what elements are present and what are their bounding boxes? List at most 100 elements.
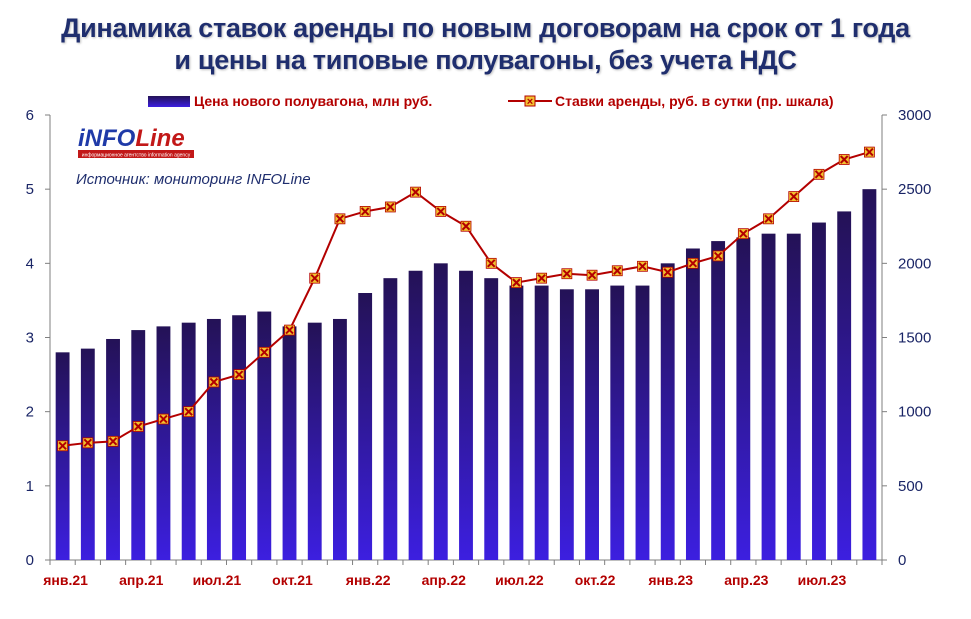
rent-rate-marker — [233, 369, 245, 380]
marker-cross — [764, 214, 773, 224]
marker-cross — [310, 273, 319, 283]
bar — [257, 311, 272, 560]
bar — [610, 285, 625, 560]
bar — [660, 263, 675, 560]
marker-cross — [209, 377, 219, 387]
rent-rate-marker — [359, 206, 371, 217]
logo-text: iNFOLine — [78, 125, 185, 152]
rent-rate-marker — [435, 206, 447, 217]
marker-cross — [285, 325, 294, 335]
bar — [206, 318, 221, 560]
rent-rate-marker — [107, 435, 119, 447]
logo-tagline-bar — [78, 150, 194, 158]
bar — [282, 326, 297, 560]
marker-cross — [411, 187, 420, 197]
rent-rate-marker — [536, 272, 548, 284]
marker-cross — [663, 268, 672, 277]
y-left-tick-label: 5 — [26, 181, 34, 198]
x-tick-label: апр.22 — [422, 572, 466, 588]
marker-cross — [865, 147, 874, 157]
x-tick-label: янв.22 — [346, 572, 391, 588]
legend-line-marker-x: × — [527, 96, 533, 108]
rent-rate-marker — [863, 146, 875, 158]
rent-rate-marker — [284, 324, 295, 336]
marker-cross — [537, 273, 546, 283]
y-right-tick-label: 1500 — [898, 330, 931, 347]
y-left-tick-label: 2 — [26, 404, 34, 421]
marker-cross — [360, 207, 370, 216]
marker-cross — [234, 370, 244, 379]
marker-cross — [587, 270, 597, 280]
x-tick-label: апр.21 — [119, 572, 163, 588]
bar — [333, 318, 347, 560]
bar — [232, 315, 247, 560]
rent-rate-marker — [460, 220, 472, 232]
marker-cross — [260, 348, 269, 357]
marker-cross — [638, 262, 647, 271]
bar — [408, 270, 423, 560]
bar-series — [55, 189, 877, 561]
rent-rate-marker — [208, 376, 220, 388]
legend-bar-label: Цена нового полувагона, млн руб. — [194, 93, 432, 109]
rent-rate-marker — [511, 277, 522, 289]
y-right-tick-label: 2500 — [898, 181, 931, 198]
rent-rate-marker — [384, 201, 396, 213]
bar — [156, 326, 171, 560]
rent-rate-marker — [309, 272, 321, 284]
y-left-tick-label: 3 — [26, 330, 34, 347]
rent-rate-marker — [788, 191, 800, 202]
bar — [459, 270, 473, 560]
marker-cross — [436, 207, 445, 216]
marker-cross — [814, 170, 824, 179]
legend-line-marker — [524, 95, 536, 107]
marker-cross — [134, 422, 143, 431]
rent-rate-marker — [258, 346, 270, 358]
rent-rate-marker — [561, 268, 573, 280]
bar — [484, 278, 499, 560]
x-tick-label: янв.21 — [43, 572, 88, 588]
rent-rate-marker — [485, 257, 497, 269]
marker-cross — [487, 259, 496, 268]
x-tick-label: окт.22 — [575, 572, 616, 588]
rent-rate-marker — [813, 168, 825, 180]
bar — [131, 330, 146, 560]
bar — [711, 241, 726, 561]
x-tick-label: июл.23 — [798, 572, 847, 588]
marker-cross — [83, 438, 93, 448]
marker-cross — [839, 155, 849, 164]
rent-rate-marker — [132, 421, 144, 432]
logo-tagline: информационное агентство information age… — [82, 153, 191, 159]
marker-cross — [739, 229, 748, 238]
marker-cross — [789, 192, 798, 201]
bar — [80, 348, 95, 560]
marker-cross — [108, 437, 118, 446]
bar — [585, 289, 599, 560]
y-right-tick-label: 1000 — [898, 404, 931, 421]
y-left-tick-label: 1 — [26, 478, 34, 495]
chart-title-line2: и цены на типовые полувагоны, без учета … — [174, 45, 797, 75]
rent-rate-marker — [158, 413, 169, 425]
bar — [635, 285, 650, 560]
legend-line-label: Ставки аренды, руб. в сутки (пр. шкала) — [555, 93, 834, 109]
bar — [55, 352, 70, 560]
x-tick-label: апр.23 — [724, 572, 768, 588]
y-right-tick-label: 500 — [898, 478, 923, 495]
rent-rate-marker — [763, 213, 774, 225]
bar — [181, 322, 196, 560]
rent-rate-marker — [637, 260, 648, 272]
bar — [812, 222, 826, 560]
bar — [534, 285, 549, 560]
bar — [559, 289, 574, 560]
marker-cross — [613, 266, 622, 275]
infoline-logo: iNFOLine информационное агентство inform… — [78, 125, 194, 159]
rent-rate-marker — [662, 266, 674, 278]
marker-cross — [184, 407, 193, 416]
x-tick-label: июл.21 — [193, 572, 242, 588]
chart-title-line1: Динамика ставок аренды по новым договора… — [61, 13, 910, 43]
bar — [862, 189, 877, 560]
bar — [383, 278, 398, 560]
legend: Цена нового полувагона, млн руб. × Ставк… — [148, 93, 834, 109]
rent-rate-marker — [687, 257, 699, 269]
rent-rate-marker — [183, 406, 195, 418]
